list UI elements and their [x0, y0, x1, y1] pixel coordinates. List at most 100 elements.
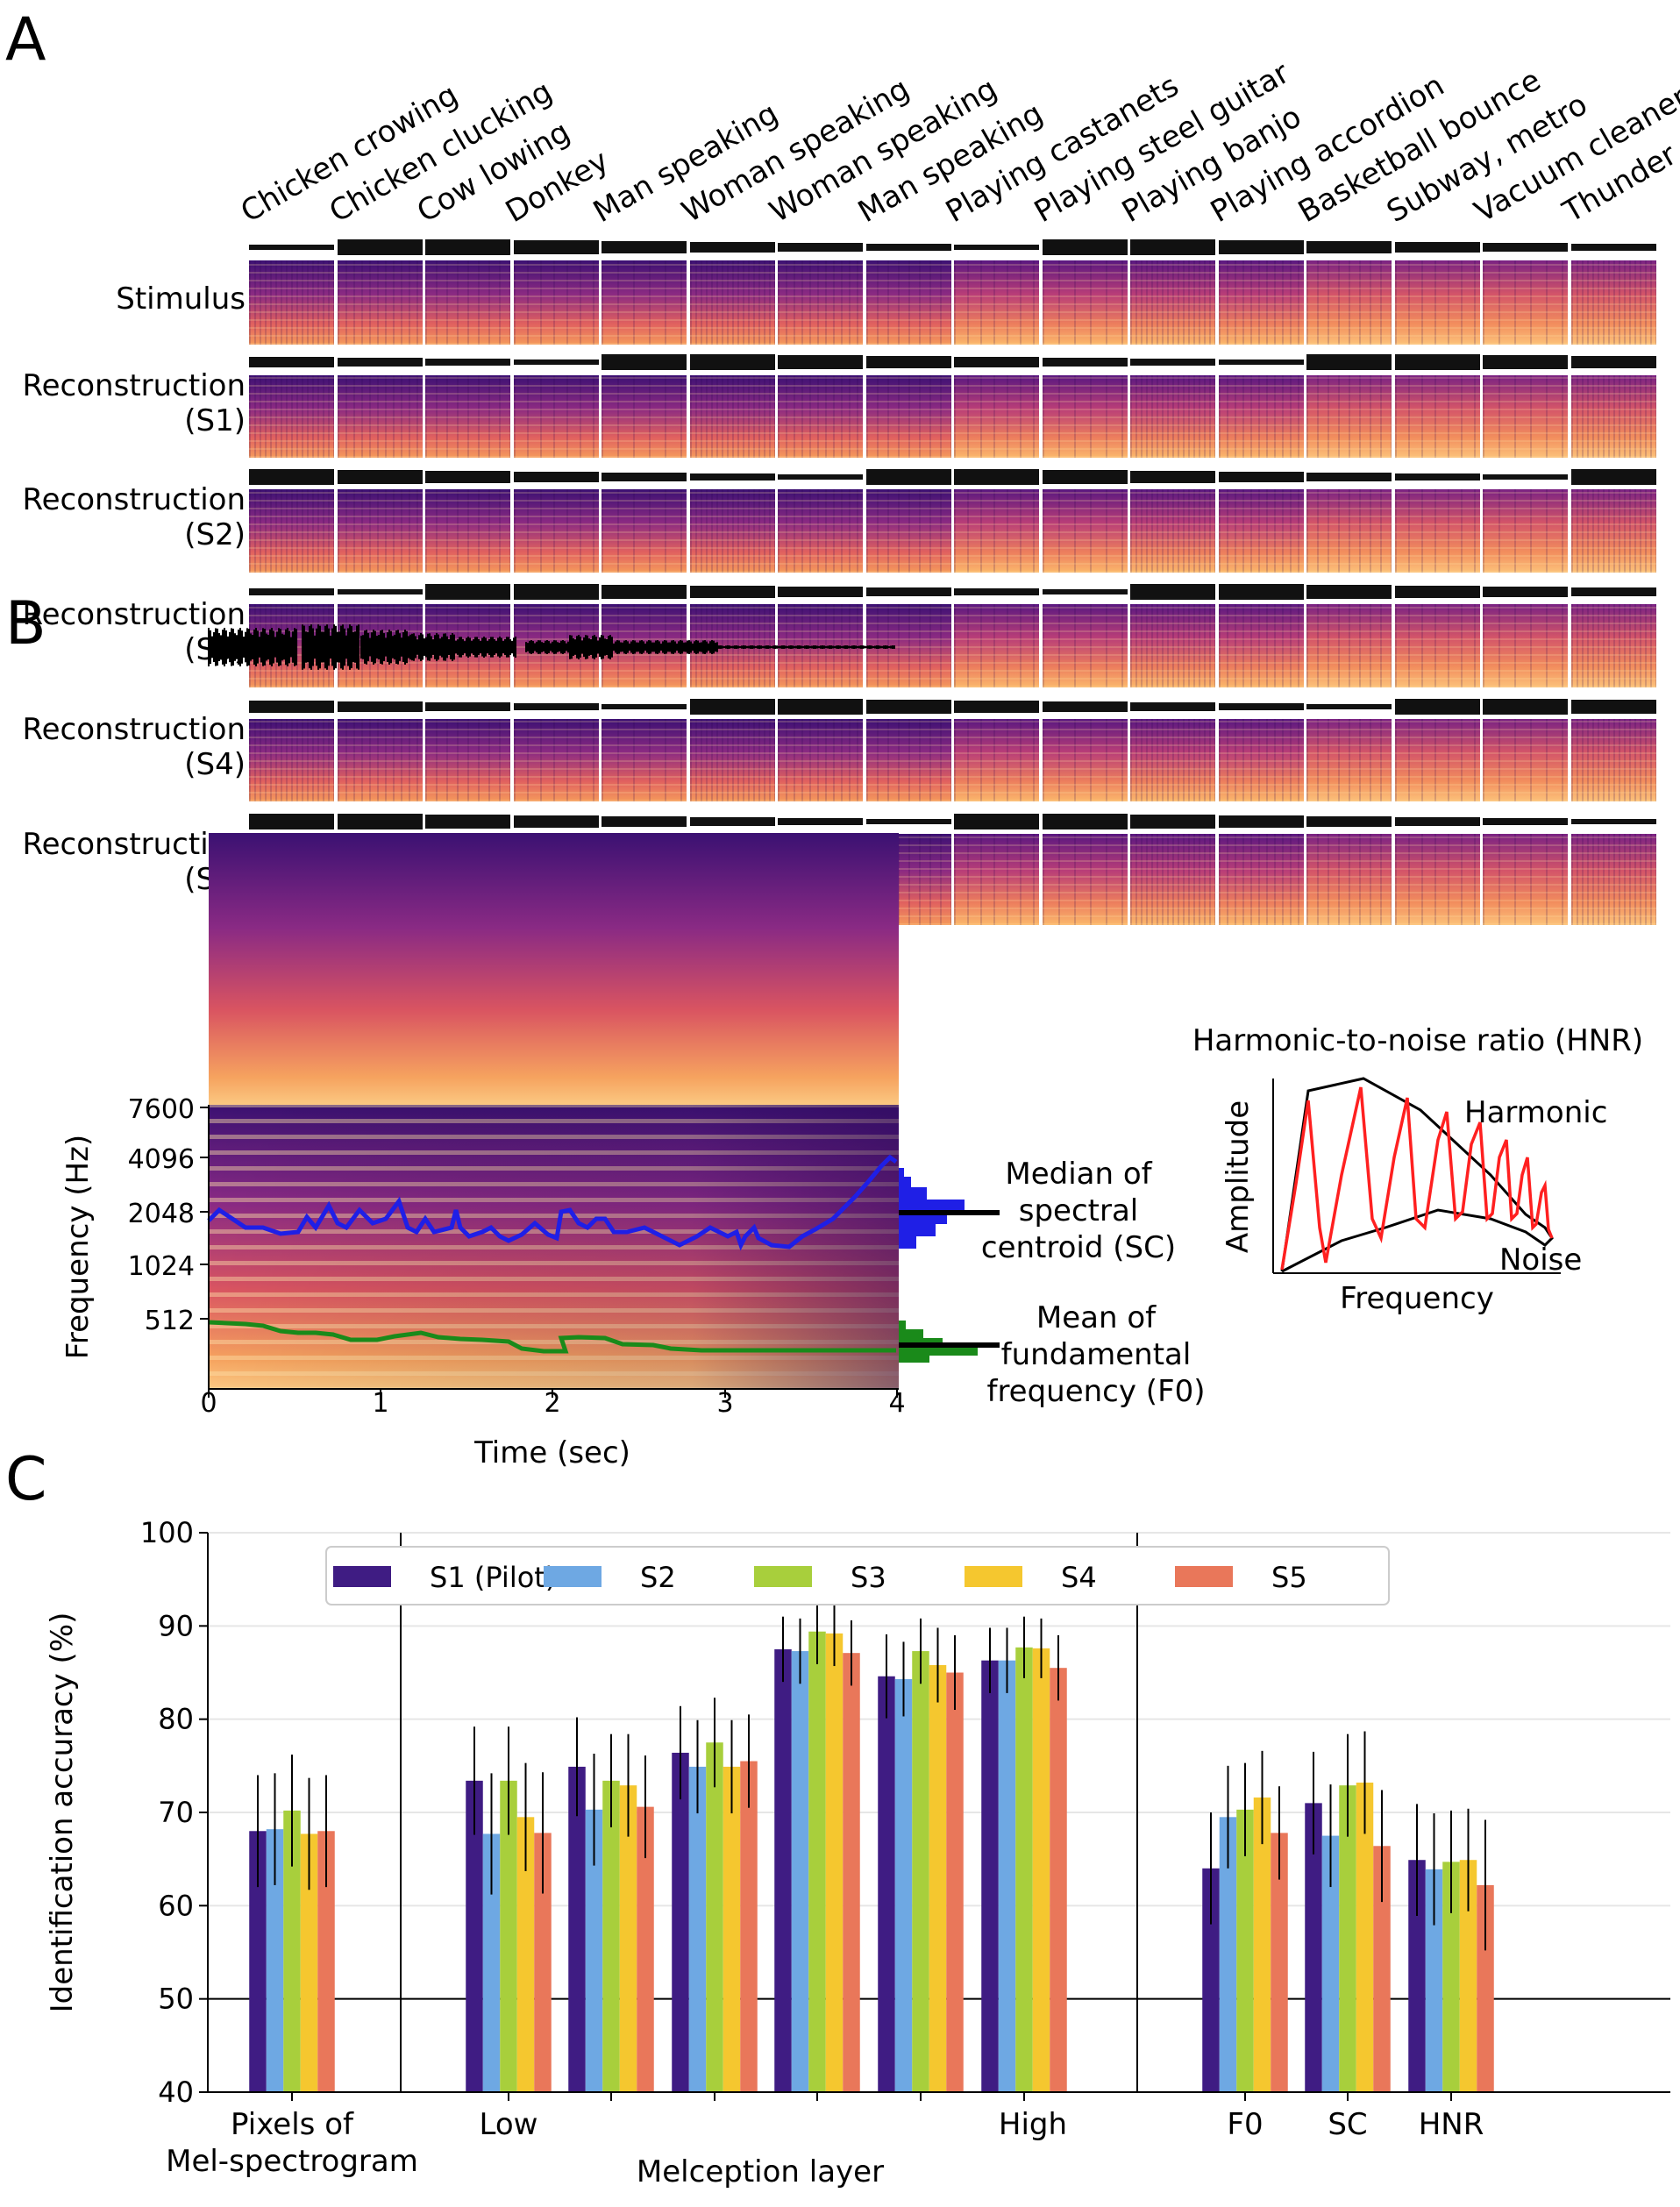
x-label-low: Low	[480, 2107, 538, 2142]
bar	[266, 1829, 284, 2092]
spectrogram-thumb	[1042, 375, 1129, 458]
sc-label-line2: spectral	[1019, 1193, 1139, 1228]
row-label-line1: Reconstruction	[22, 827, 246, 862]
spectrogram-thumb	[1218, 719, 1306, 801]
b-ytick: 7600	[128, 1094, 195, 1125]
waveform-thumb	[689, 239, 775, 255]
waveform-thumb	[1042, 584, 1128, 600]
spectrogram-thumb	[1570, 489, 1658, 573]
spectrogram-thumb	[602, 375, 688, 458]
waveform-thumb	[1483, 584, 1568, 600]
spectrogram-thumb	[602, 260, 688, 345]
spectrogram-thumb	[865, 719, 953, 801]
spectrogram-thumb	[1042, 489, 1129, 573]
waveform-thumb	[865, 469, 951, 485]
b-ylabel: Frequency (Hz)	[61, 1135, 96, 1359]
f0-mean-bar	[899, 1342, 1000, 1348]
b-xtick: 3	[716, 1388, 733, 1419]
x-label-hnr: HNR	[1419, 2107, 1484, 2142]
spectrogram-thumb	[865, 260, 953, 345]
spectrogram-thumb	[689, 719, 777, 801]
bar	[500, 1780, 517, 2092]
b-ytick: 512	[145, 1306, 195, 1336]
spectrogram-thumb	[1570, 604, 1658, 687]
waveform-thumb	[778, 584, 863, 600]
y-tick-label: 70	[158, 1796, 194, 1829]
spectrogram-thumb	[1483, 489, 1570, 573]
legend-label: S1 (Pilot)	[430, 1561, 556, 1594]
spectrogram-thumb	[1483, 719, 1570, 801]
f0-label-line2: fundamental	[1001, 1337, 1192, 1372]
spectrogram-thumb	[1394, 489, 1482, 573]
waveform-thumb	[1570, 239, 1656, 255]
spectrogram-thumb	[1218, 489, 1306, 573]
row-label-line1: Reconstruction	[22, 482, 246, 517]
spectrogram-thumb	[954, 719, 1041, 801]
spectrogram-thumb	[337, 489, 424, 573]
spectrogram-thumb	[1483, 604, 1570, 687]
hnr-xlabel: Frequency	[1340, 1281, 1494, 1316]
waveform-thumb	[1570, 584, 1656, 600]
y-tick-label: 60	[158, 1889, 194, 1922]
x-label-pixels-line1: Pixels of	[231, 2107, 354, 2142]
legend-label: S4	[1061, 1561, 1097, 1594]
bar	[1032, 1648, 1050, 2092]
bar	[1477, 1884, 1494, 2092]
spectrogram-thumb	[689, 260, 777, 345]
spectrogram-thumb	[513, 719, 601, 801]
waveform-thumb	[1483, 239, 1568, 255]
spectrogram-thumb	[1394, 834, 1482, 925]
waveform-thumb	[865, 814, 951, 829]
waveform-thumb	[954, 584, 1039, 600]
c-ylabel: Identification accuracy (%)	[45, 1613, 80, 2013]
x-label-f0: F0	[1227, 2107, 1263, 2142]
bar	[1442, 1862, 1460, 2092]
legend-swatch	[333, 1566, 391, 1587]
bar	[1219, 1817, 1237, 2092]
row-label: Stimulus	[116, 281, 246, 317]
bar	[249, 1831, 267, 2092]
f0-line	[208, 1320, 896, 1354]
spectrogram-thumb	[689, 489, 777, 573]
bar	[1356, 1782, 1374, 2092]
b-x-ticks: 0 1 2 3 4	[200, 1388, 905, 1419]
y-tick-label: 40	[158, 2075, 194, 2109]
bar	[723, 1766, 741, 2092]
spectrogram-thumb	[1394, 604, 1482, 687]
waveform-thumb	[249, 699, 334, 715]
bar	[929, 1664, 947, 2092]
waveform-thumb	[1042, 469, 1128, 485]
waveform-thumb	[778, 239, 863, 255]
b-xtick: 4	[888, 1388, 905, 1419]
spectrogram-thumb	[249, 719, 336, 801]
bar	[1339, 1785, 1356, 2092]
spectrogram-thumb	[1394, 719, 1482, 801]
spectrogram-thumb	[1218, 834, 1306, 925]
legend-swatch	[1175, 1566, 1233, 1587]
f0-label-line3: frequency (F0)	[986, 1374, 1205, 1409]
waveform-thumb	[513, 469, 599, 485]
waveform-thumb	[865, 354, 951, 370]
waveform-thumb	[865, 699, 951, 715]
spectrogram-thumb	[425, 375, 512, 458]
bar	[466, 1780, 483, 2092]
spectrogram-thumb	[1306, 834, 1393, 925]
waveform-thumb	[865, 584, 951, 600]
waveform-thumb	[778, 699, 863, 715]
waveform-thumb	[602, 584, 687, 600]
waveform-thumb	[1306, 814, 1392, 829]
legend-swatch	[754, 1566, 812, 1587]
bar	[774, 1648, 792, 2092]
x-label-high: High	[999, 2107, 1067, 2142]
waveform-thumb	[1042, 354, 1128, 370]
spectrogram-thumb	[954, 834, 1041, 925]
waveform-thumb	[954, 814, 1039, 829]
waveform-thumb	[1042, 699, 1128, 715]
y-tick-label: 80	[158, 1703, 194, 1736]
spectrogram-thumb	[1570, 834, 1658, 925]
bar	[619, 1785, 637, 2092]
y-tick-label: 50	[158, 1983, 194, 2016]
spectrogram-thumb	[337, 375, 424, 458]
spectrogram-thumb	[1042, 834, 1129, 925]
bar	[946, 1672, 964, 2092]
